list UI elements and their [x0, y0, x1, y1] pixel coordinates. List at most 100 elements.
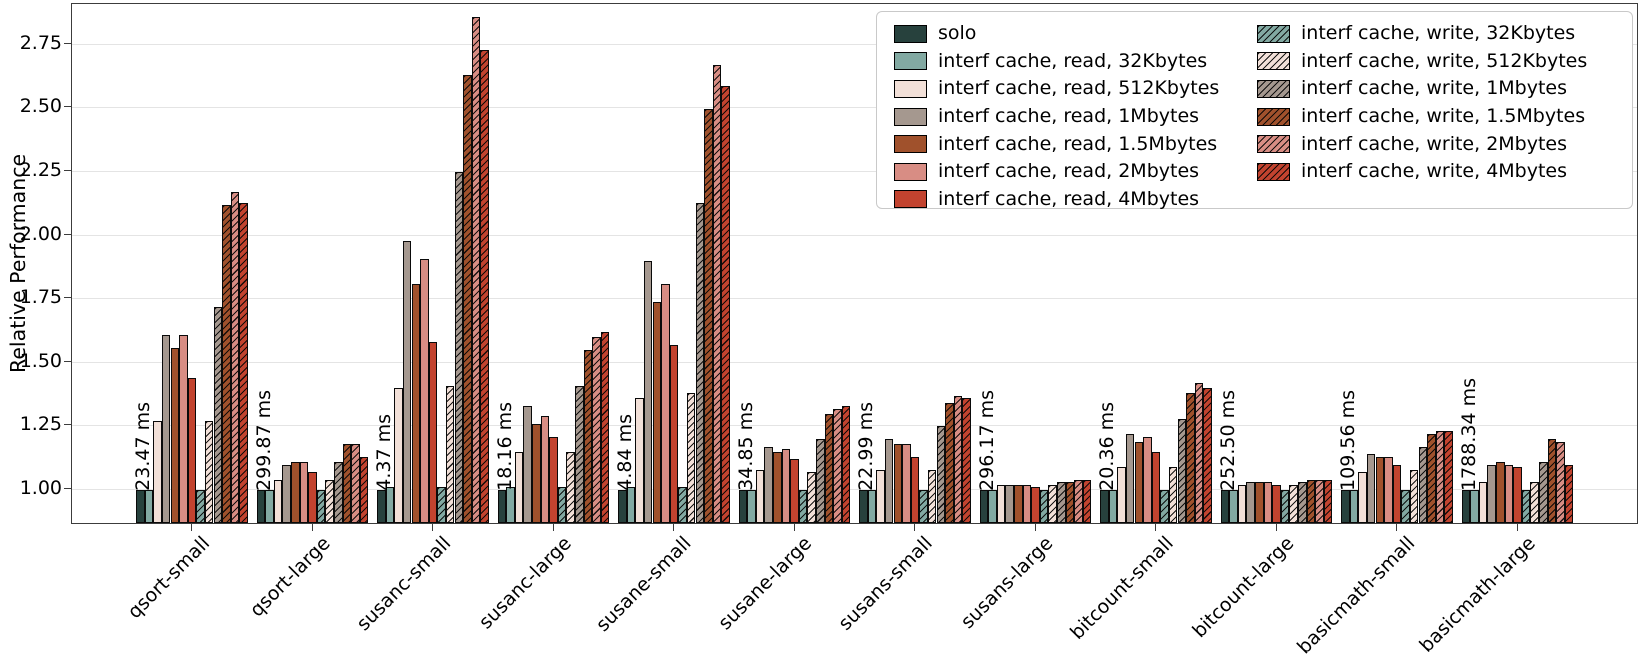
bar-qsort-small-interf-cache-read-32Kbytes	[144, 489, 154, 523]
y-gridline	[72, 171, 1637, 173]
x-tick-mark	[1275, 524, 1277, 531]
bar-basicmath-small-interf-cache-write-512Kbytes	[1409, 469, 1419, 523]
legend-column-write: interf cache, write, 32Kbytes interf cach…	[1257, 20, 1587, 186]
legend-label: interf cache, read, 32Kbytes	[938, 49, 1208, 72]
bar-basicmath-small-interf-cache-read-512Kbytes	[1358, 472, 1367, 523]
legend-item: interf cache, write, 2Mbytes	[1257, 130, 1587, 158]
bar-bitcount-large-interf-cache-read-32Kbytes	[1229, 489, 1238, 523]
solo-time-annotation: 34.85 ms	[734, 402, 757, 491]
bar-susans-small-interf-cache-write-4Mbytes	[962, 398, 971, 523]
legend-label: interf cache, write, 512Kbytes	[1301, 49, 1588, 72]
bar-bitcount-large-interf-cache-read-1.5Mbytes	[1255, 482, 1264, 523]
legend-item: solo	[894, 20, 1219, 48]
bar-qsort-large-interf-cache-write-1.5Mbytes	[342, 444, 352, 523]
bar-basicmath-large-interf-cache-write-1.5Mbytes	[1547, 439, 1557, 523]
bar-susanc-large-interf-cache-read-1Mbytes	[523, 406, 532, 523]
bar-qsort-small-solo	[136, 489, 145, 523]
bar-susans-small-interf-cache-write-512Kbytes	[927, 469, 937, 523]
x-tick-mark	[191, 524, 192, 531]
bar-qsort-small-interf-cache-read-512Kbytes	[153, 421, 162, 523]
bar-susane-small-solo	[618, 489, 627, 523]
x-tick-label-qsort-small: qsort-small	[123, 532, 214, 624]
legend-item: interf cache, read, 512Kbytes	[894, 75, 1219, 103]
bar-bitcount-large-interf-cache-write-2Mbytes	[1315, 479, 1324, 523]
bar-susans-large-interf-cache-write-4Mbytes	[1082, 479, 1092, 523]
bar-basicmath-large-solo	[1461, 489, 1471, 523]
bar-bitcount-small-interf-cache-write-4Mbytes	[1203, 388, 1212, 523]
bar-susanc-small-interf-cache-write-32Kbytes	[437, 487, 446, 523]
bar-susanc-large-interf-cache-write-512Kbytes	[566, 451, 575, 523]
bar-susane-large-interf-cache-read-1.5Mbytes	[773, 451, 782, 523]
plot-area: solo interf cache, read, 32Kbytes interf c…	[71, 3, 1638, 524]
bar-basicmath-small-interf-cache-write-1.5Mbytes	[1427, 434, 1436, 523]
x-tick-label-susanc-small: susanc-small	[352, 532, 455, 636]
solo-time-annotation: 22.99 ms	[855, 402, 878, 491]
legend-item: interf cache, write, 1.5Mbytes	[1257, 103, 1587, 131]
y-gridline	[72, 361, 1637, 363]
legend-swatch-icon	[894, 135, 927, 154]
legend-swatch-icon	[894, 24, 927, 43]
y-gridline	[72, 488, 1637, 490]
x-tick-label-susane-small: susane-small	[592, 532, 696, 637]
bar-qsort-large-interf-cache-read-1Mbytes	[282, 464, 291, 523]
y-tick-label: 1.75	[19, 286, 62, 309]
solo-time-annotation: 20.36 ms	[1096, 402, 1119, 491]
y-tick-mark	[64, 297, 71, 299]
bar-susans-large-interf-cache-write-1Mbytes	[1057, 482, 1066, 523]
legend-swatch-icon	[894, 107, 927, 126]
bar-susans-large-interf-cache-read-32Kbytes	[988, 489, 997, 523]
bar-bitcount-large-interf-cache-write-1.5Mbytes	[1306, 479, 1316, 523]
x-tick-label-qsort-large: qsort-large	[245, 532, 335, 622]
bar-susanc-large-interf-cache-write-32Kbytes	[557, 487, 567, 523]
solo-time-annotation: 252.50 ms	[1216, 390, 1239, 491]
bar-susanc-large-solo	[497, 489, 507, 523]
bar-bitcount-large-interf-cache-write-512Kbytes	[1289, 484, 1298, 523]
bar-susanc-large-interf-cache-write-1.5Mbytes	[583, 350, 593, 523]
bar-basicmath-small-interf-cache-read-4Mbytes	[1392, 464, 1402, 523]
legend-swatch-icon	[894, 79, 927, 98]
bar-bitcount-small-interf-cache-read-4Mbytes	[1151, 451, 1161, 523]
y-gridline	[72, 107, 1637, 109]
bar-basicmath-large-interf-cache-write-4Mbytes	[1564, 464, 1574, 523]
bar-qsort-large-solo	[256, 489, 266, 523]
y-tick-label: 1.00	[19, 476, 62, 499]
bar-qsort-large-interf-cache-read-4Mbytes	[308, 472, 317, 523]
legend-label: interf cache, read, 1Mbytes	[938, 105, 1200, 128]
solo-time-annotation: 23.47 ms	[132, 402, 155, 491]
x-tick-mark	[793, 524, 795, 531]
bar-susane-small-interf-cache-read-512Kbytes	[635, 398, 644, 523]
bar-susanc-small-interf-cache-write-1.5Mbytes	[463, 75, 472, 523]
bar-susane-large-solo	[738, 489, 748, 523]
bar-bitcount-large-interf-cache-read-512Kbytes	[1237, 484, 1247, 523]
legend-item: interf cache, read, 4Mbytes	[894, 186, 1219, 214]
bar-qsort-small-interf-cache-read-4Mbytes	[187, 378, 197, 523]
bar-susanc-small-interf-cache-read-1.5Mbytes	[411, 283, 421, 523]
bar-qsort-large-interf-cache-read-1.5Mbytes	[291, 461, 300, 523]
bar-susans-small-interf-cache-read-1Mbytes	[884, 439, 894, 523]
bar-basicmath-large-interf-cache-write-2Mbytes	[1556, 441, 1565, 523]
legend-swatch-icon	[1257, 24, 1290, 43]
bar-susans-large-interf-cache-read-512Kbytes	[996, 484, 1006, 523]
x-tick-label-basicmath-large: basicmath-large	[1414, 532, 1540, 655]
bar-basicmath-small-interf-cache-read-1.5Mbytes	[1375, 456, 1385, 523]
legend-label: solo	[938, 22, 977, 45]
bar-susans-large-interf-cache-read-4Mbytes	[1031, 487, 1040, 523]
legend-label: interf cache, write, 1.5Mbytes	[1301, 105, 1586, 128]
y-tick-mark	[64, 487, 71, 489]
bar-basicmath-large-interf-cache-write-512Kbytes	[1530, 482, 1539, 523]
bar-qsort-small-interf-cache-write-4Mbytes	[239, 202, 248, 523]
bar-susans-small-interf-cache-read-512Kbytes	[876, 469, 885, 523]
legend-swatch-icon	[894, 52, 927, 71]
x-tick-mark	[1396, 524, 1397, 531]
bar-susanc-small-interf-cache-read-4Mbytes	[428, 342, 438, 523]
x-tick-label-susans-small: susans-small	[834, 532, 937, 635]
bar-susane-large-interf-cache-write-2Mbytes	[833, 408, 842, 523]
legend-item: interf cache, write, 1Mbytes	[1257, 75, 1587, 103]
bar-bitcount-large-solo	[1220, 489, 1230, 523]
bar-susane-large-interf-cache-write-32Kbytes	[798, 489, 808, 523]
bar-susane-small-interf-cache-read-32Kbytes	[626, 487, 636, 523]
bar-susanc-small-solo	[377, 489, 386, 523]
bar-qsort-small-interf-cache-read-1.5Mbytes	[170, 347, 180, 523]
y-tick-mark	[64, 360, 71, 362]
legend-item: interf cache, write, 4Mbytes	[1257, 158, 1587, 186]
